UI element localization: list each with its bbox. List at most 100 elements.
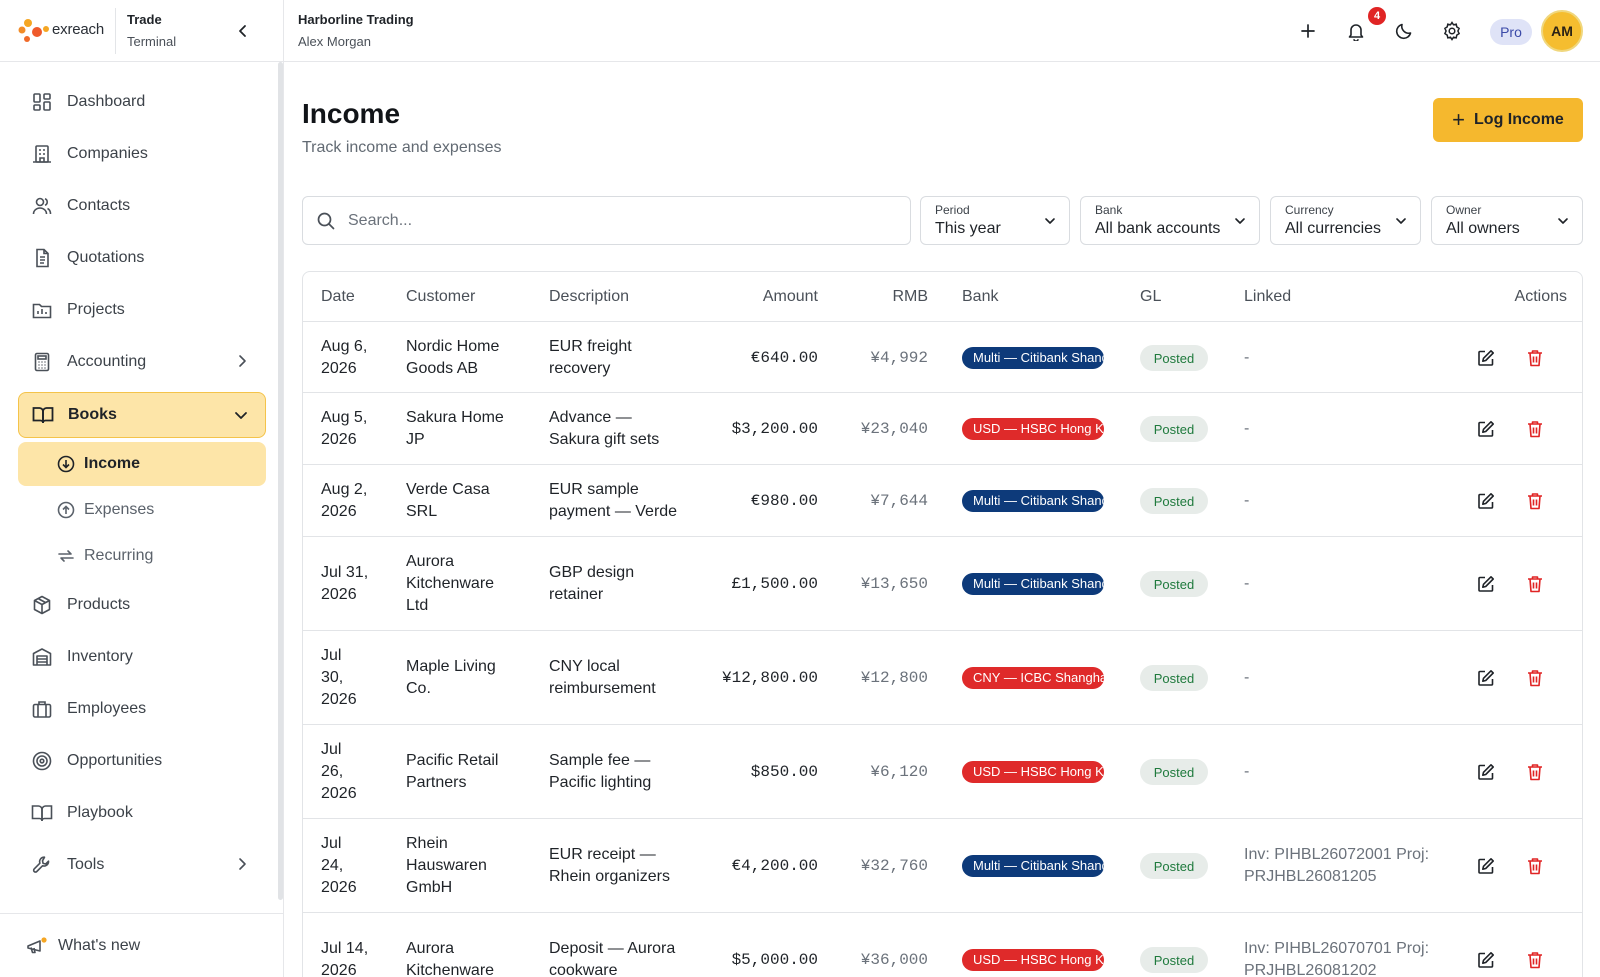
sidebar-subitem-expenses[interactable]: Expenses: [18, 488, 266, 532]
edit-icon: [1478, 576, 1494, 592]
delete-button[interactable]: [1524, 667, 1546, 689]
column-header-gl[interactable]: GL: [1140, 288, 1162, 305]
bank-badge: Multi — Citibank Shanghai: [962, 855, 1104, 877]
column-header-amount[interactable]: Amount: [762, 288, 818, 305]
sidebar-item-companies[interactable]: Companies: [18, 131, 266, 177]
filter-label: Owner: [1446, 203, 1482, 217]
cell-linked: -: [1244, 575, 1250, 592]
delete-button[interactable]: [1524, 949, 1546, 971]
top-bar: Harborline Trading Alex Morgan 4 Pro AM: [284, 0, 1600, 62]
owner-filter[interactable]: Owner All owners: [1431, 196, 1583, 245]
dashboard-icon: [31, 91, 53, 113]
column-header-date[interactable]: Date: [321, 288, 355, 305]
sidebar-subitem-recurring[interactable]: Recurring: [18, 534, 266, 578]
gl-status-badge: Posted: [1140, 345, 1208, 371]
edit-icon: [1478, 764, 1494, 780]
delete-button[interactable]: [1524, 347, 1546, 369]
table-row[interactable]: Aug 5, 2026 Sakura Home JP Advance — Sakur…: [303, 393, 1582, 465]
table-row[interactable]: Aug 2, 2026 Verde Casa SRL EUR sample paym…: [303, 465, 1582, 537]
bank-badge: Multi — Citibank Shanghai: [962, 490, 1104, 512]
sidebar-item-playbook[interactable]: Playbook: [18, 790, 266, 836]
column-header-customer[interactable]: Customer: [406, 288, 476, 305]
folder-icon: [31, 299, 53, 321]
cell-linked: Inv: PIHBL26070701 Proj: PRJHBL26081202: [1244, 940, 1430, 977]
sidebar-item-projects[interactable]: Projects: [18, 287, 266, 333]
calculator-icon: [31, 351, 53, 373]
bank-filter[interactable]: Bank All bank accounts: [1080, 196, 1260, 245]
bank-badge: Multi — Citibank Shanghai: [962, 347, 1104, 369]
settings-button[interactable]: [1440, 19, 1464, 43]
column-header-bank[interactable]: Bank: [962, 288, 999, 305]
edit-button[interactable]: [1475, 667, 1497, 689]
sidebar-item-employees[interactable]: Employees: [18, 686, 266, 732]
table-row[interactable]: Jul 31, 2026 Aurora Kitchenware Ltd GBP de…: [303, 537, 1582, 631]
column-header-linked[interactable]: Linked: [1244, 288, 1292, 305]
sidebar-subitem-income[interactable]: Income: [18, 442, 266, 486]
table-row[interactable]: Aug 6, 2026 Nordic Home Goods AB EUR freig…: [303, 322, 1582, 393]
sidebar-item-inventory[interactable]: Inventory: [18, 634, 266, 680]
edit-button[interactable]: [1475, 761, 1497, 783]
sidebar-item-quotations[interactable]: Quotations: [18, 235, 266, 281]
edit-button[interactable]: [1475, 855, 1497, 877]
cell-rmb: ¥23,040: [860, 420, 928, 438]
cell-amount: ¥12,800.00: [721, 669, 818, 687]
cell-date: Jul 14, 2026: [321, 940, 369, 977]
cell-date: Jul 26, 2026: [321, 741, 357, 802]
edit-button[interactable]: [1475, 573, 1497, 595]
sidebar-item-label: Employees: [67, 700, 147, 717]
edit-icon: [1478, 670, 1494, 686]
cell-date: Aug 6, 2026: [321, 338, 368, 377]
cell-amount: €640.00: [750, 349, 818, 367]
dark-mode-toggle[interactable]: [1392, 19, 1416, 43]
edit-button[interactable]: [1475, 347, 1497, 369]
cell-rmb: ¥7,644: [870, 492, 928, 510]
sidebar-scrollbar[interactable]: [278, 62, 283, 900]
cell-amount: £1,500.00: [731, 575, 818, 593]
table-row[interactable]: Jul 24, 2026 Rhein Hauswaren GmbH EUR rece…: [303, 819, 1582, 913]
edit-icon: [1478, 421, 1494, 437]
sidebar-item-contacts[interactable]: Contacts: [18, 183, 266, 229]
sidebar-item-opportunities[interactable]: Opportunities: [18, 738, 266, 784]
gl-status-badge: Posted: [1140, 947, 1208, 973]
table-row[interactable]: Jul 14, 2026 Aurora Kitchenware Deposit — …: [303, 913, 1582, 977]
log-income-button[interactable]: + Log Income: [1433, 98, 1583, 142]
chevron-down-icon: [1558, 218, 1568, 224]
sidebar-item-products[interactable]: Products: [18, 582, 266, 628]
gl-status-badge: Posted: [1140, 853, 1208, 879]
chevron-down-icon: [235, 412, 247, 419]
page-subtitle: Track income and expenses: [302, 139, 502, 156]
edit-button[interactable]: [1475, 418, 1497, 440]
cell-date: Aug 5, 2026: [321, 409, 368, 448]
search-input[interactable]: [348, 211, 888, 230]
currency-filter[interactable]: Currency All currencies: [1270, 196, 1421, 245]
sidebar-item-tools[interactable]: Tools: [18, 842, 266, 888]
cell-linked: -: [1244, 763, 1250, 780]
delete-button[interactable]: [1524, 490, 1546, 512]
sidebar-item-dashboard[interactable]: Dashboard: [18, 79, 266, 125]
cell-rmb: ¥32,760: [860, 857, 928, 875]
column-header-description[interactable]: Description: [549, 288, 630, 305]
bell-icon: [1348, 24, 1364, 41]
edit-button[interactable]: [1475, 949, 1497, 971]
add-button[interactable]: [1296, 19, 1320, 43]
notifications-button[interactable]: [1344, 19, 1368, 43]
sidebar-item-accounting[interactable]: Accounting: [18, 339, 266, 385]
sidebar-item-books[interactable]: Books: [18, 392, 266, 438]
sidebar-subitem-label: Expenses: [84, 501, 155, 518]
sidebar-item-label: Accounting: [67, 353, 147, 370]
avatar[interactable]: AM: [1541, 10, 1583, 52]
cell-date: Jul 31, 2026: [321, 564, 369, 603]
chevron-right-icon: [239, 355, 246, 367]
delete-button[interactable]: [1524, 761, 1546, 783]
whats-new-button[interactable]: What's new: [0, 913, 284, 977]
edit-button[interactable]: [1475, 490, 1497, 512]
delete-button[interactable]: [1524, 418, 1546, 440]
table-row[interactable]: Jul 26, 2026 Pacific Retail Partners Sampl…: [303, 725, 1582, 819]
delete-button[interactable]: [1524, 573, 1546, 595]
column-header-rmb[interactable]: RMB: [892, 288, 928, 305]
delete-button[interactable]: [1524, 855, 1546, 877]
trash-icon: [1528, 952, 1542, 969]
table-row[interactable]: Jul 30, 2026 Maple Living Co. CNY local re…: [303, 631, 1582, 725]
collapse-sidebar-button[interactable]: [232, 20, 254, 42]
period-filter[interactable]: Period This year: [920, 196, 1070, 245]
